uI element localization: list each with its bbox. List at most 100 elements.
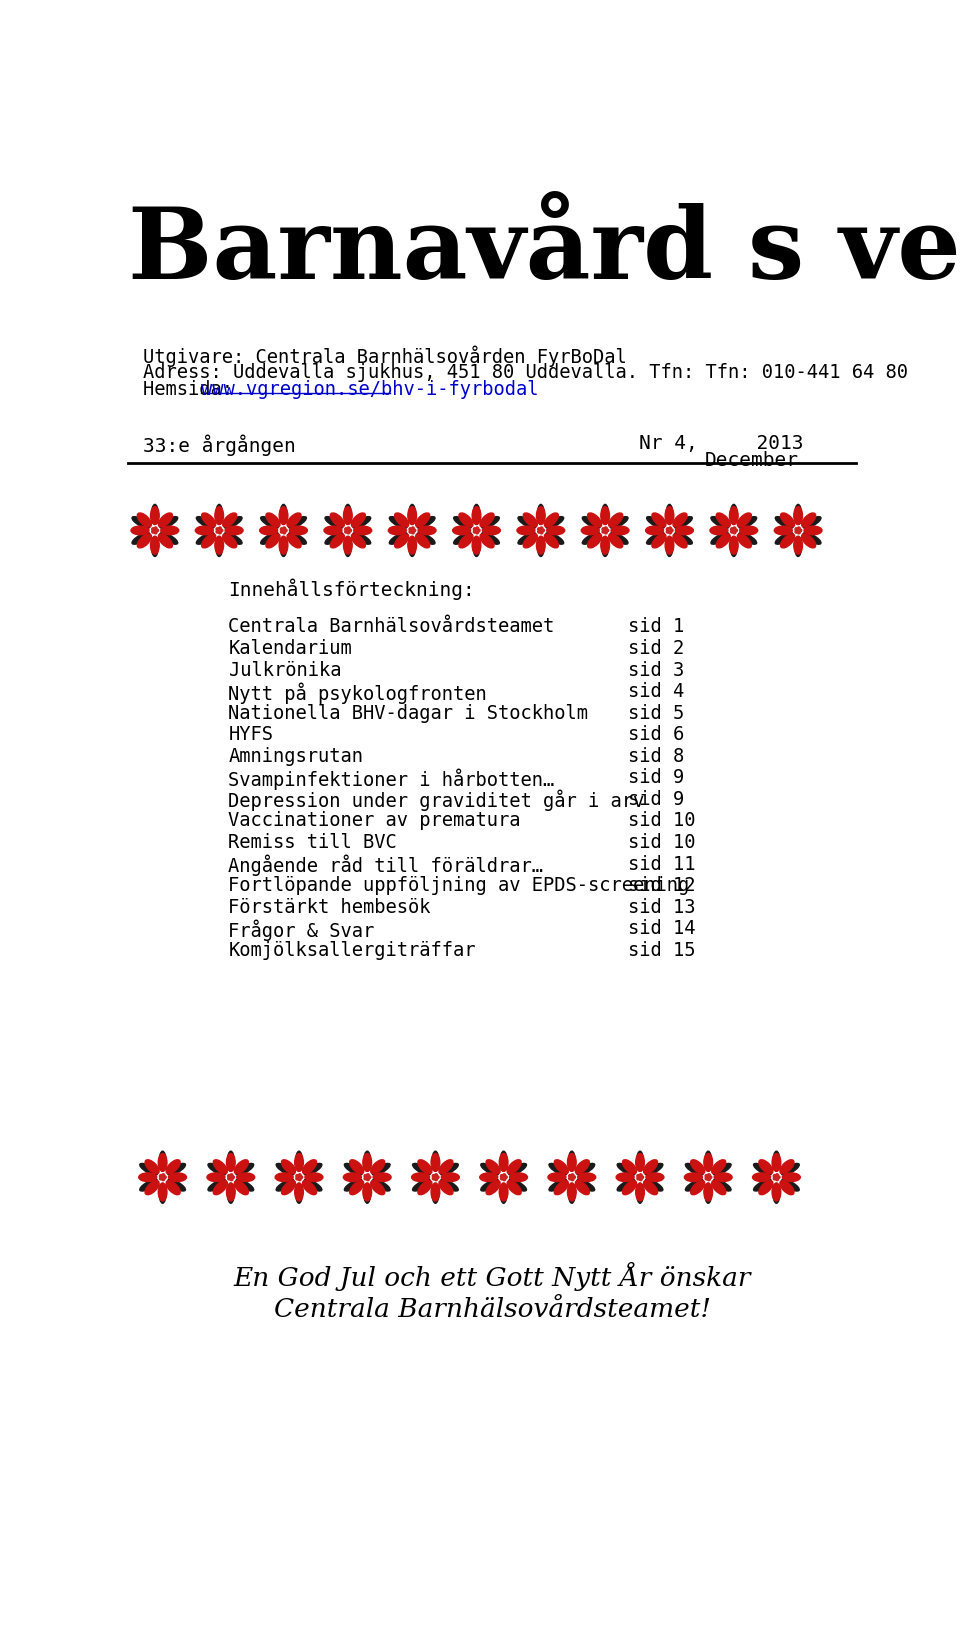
Text: Innehållsförteckning:: Innehållsförteckning: xyxy=(228,578,475,601)
Ellipse shape xyxy=(137,513,152,528)
Circle shape xyxy=(220,529,223,531)
Circle shape xyxy=(499,1173,508,1181)
Ellipse shape xyxy=(730,507,738,525)
Ellipse shape xyxy=(731,505,737,525)
Ellipse shape xyxy=(276,1163,294,1175)
Ellipse shape xyxy=(344,536,352,554)
Ellipse shape xyxy=(711,516,729,528)
Ellipse shape xyxy=(353,516,371,528)
Ellipse shape xyxy=(518,533,536,544)
Ellipse shape xyxy=(795,505,802,525)
Ellipse shape xyxy=(588,513,602,528)
Circle shape xyxy=(734,529,737,531)
Circle shape xyxy=(432,1175,435,1178)
Ellipse shape xyxy=(304,1179,322,1191)
Ellipse shape xyxy=(208,1179,226,1191)
Ellipse shape xyxy=(208,1163,226,1175)
Ellipse shape xyxy=(673,513,687,528)
Circle shape xyxy=(156,529,158,531)
Ellipse shape xyxy=(431,1153,440,1171)
Ellipse shape xyxy=(537,536,545,554)
Ellipse shape xyxy=(228,1183,234,1204)
Circle shape xyxy=(163,1176,166,1179)
Circle shape xyxy=(606,529,609,531)
Circle shape xyxy=(151,526,159,534)
Circle shape xyxy=(473,528,476,531)
Circle shape xyxy=(503,1175,506,1176)
Text: Centrala Barnhälsovårdsteamet: Centrala Barnhälsovårdsteamet xyxy=(228,617,555,637)
Ellipse shape xyxy=(169,1173,186,1181)
Ellipse shape xyxy=(345,536,351,557)
Ellipse shape xyxy=(716,513,731,528)
Ellipse shape xyxy=(481,1179,498,1191)
Text: Centrala Barnhälsovårdsteamet!: Centrala Barnhälsovårdsteamet! xyxy=(274,1297,710,1321)
Circle shape xyxy=(731,528,733,531)
Text: Hemsida:: Hemsida: xyxy=(143,380,245,399)
Circle shape xyxy=(435,1175,438,1176)
Ellipse shape xyxy=(622,1181,636,1194)
Circle shape xyxy=(228,1175,230,1178)
Ellipse shape xyxy=(216,505,223,525)
Ellipse shape xyxy=(554,1160,568,1175)
Circle shape xyxy=(500,1178,503,1179)
Ellipse shape xyxy=(647,516,664,528)
Ellipse shape xyxy=(714,1173,732,1181)
Ellipse shape xyxy=(690,1160,705,1175)
Ellipse shape xyxy=(713,1163,732,1175)
Ellipse shape xyxy=(578,1173,596,1181)
Ellipse shape xyxy=(577,1163,594,1175)
Ellipse shape xyxy=(780,534,795,547)
Ellipse shape xyxy=(567,1153,576,1171)
Circle shape xyxy=(348,531,349,534)
Ellipse shape xyxy=(280,505,287,525)
Text: sid 13: sid 13 xyxy=(628,898,695,917)
Ellipse shape xyxy=(537,507,545,525)
Ellipse shape xyxy=(166,1181,180,1194)
Ellipse shape xyxy=(353,533,371,544)
Ellipse shape xyxy=(739,533,756,544)
Circle shape xyxy=(364,1178,367,1179)
Text: sid 9: sid 9 xyxy=(628,769,684,787)
Circle shape xyxy=(280,531,283,533)
Circle shape xyxy=(231,1176,234,1179)
Ellipse shape xyxy=(237,1173,254,1181)
Ellipse shape xyxy=(139,1173,156,1181)
Ellipse shape xyxy=(305,1173,323,1181)
Circle shape xyxy=(228,1178,230,1179)
Circle shape xyxy=(159,1175,162,1178)
Ellipse shape xyxy=(609,534,623,547)
Ellipse shape xyxy=(158,1183,167,1201)
Ellipse shape xyxy=(418,1160,432,1175)
Ellipse shape xyxy=(583,516,600,528)
Text: Angående råd till föräldrar…: Angående råd till föräldrar… xyxy=(228,855,543,876)
Ellipse shape xyxy=(372,1163,390,1175)
Ellipse shape xyxy=(754,1179,771,1191)
Ellipse shape xyxy=(690,1181,705,1194)
Ellipse shape xyxy=(289,526,307,534)
Circle shape xyxy=(227,1173,235,1181)
Circle shape xyxy=(283,528,285,529)
Ellipse shape xyxy=(675,533,692,544)
Circle shape xyxy=(296,1178,299,1179)
Ellipse shape xyxy=(758,1181,773,1194)
Ellipse shape xyxy=(705,1152,711,1171)
Ellipse shape xyxy=(145,1181,159,1194)
Ellipse shape xyxy=(228,1152,234,1171)
Ellipse shape xyxy=(740,526,757,534)
Text: Förstärkt hembesök: Förstärkt hembesök xyxy=(228,898,431,917)
Ellipse shape xyxy=(276,1179,294,1191)
Circle shape xyxy=(283,531,285,534)
Ellipse shape xyxy=(412,1173,429,1181)
Text: sid 12: sid 12 xyxy=(628,876,695,896)
Ellipse shape xyxy=(486,1160,500,1175)
Ellipse shape xyxy=(363,1183,372,1201)
Circle shape xyxy=(602,528,605,531)
Ellipse shape xyxy=(344,1173,361,1181)
Circle shape xyxy=(731,531,733,533)
Circle shape xyxy=(567,1173,576,1181)
Ellipse shape xyxy=(409,536,416,557)
Text: sid 8: sid 8 xyxy=(628,746,684,766)
Ellipse shape xyxy=(158,534,173,547)
Circle shape xyxy=(476,528,479,529)
Ellipse shape xyxy=(780,1160,794,1175)
